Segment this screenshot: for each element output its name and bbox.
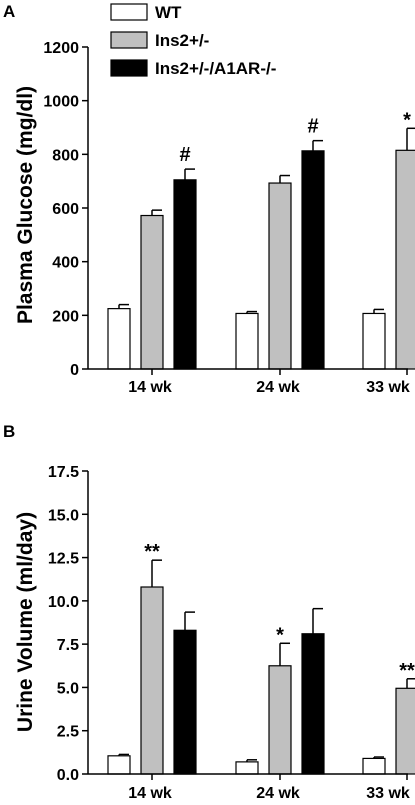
legend-label-ins2plus-minus-a1arminus-minus: Ins2+/-/A1AR-/- <box>155 59 276 78</box>
panel-b-bar-wt-14-wk <box>107 755 131 775</box>
panel-b-y-tick-label: 0.0 <box>57 767 79 784</box>
panel-b-bar-ins2plus-minus-14-wk <box>140 586 164 775</box>
panel-b-bar-ins2plus-minus-a1arminus-minus-24-wk <box>301 633 325 775</box>
panel-b-bar-ins2plus-minus-a1arminus-minus-14-wk <box>173 629 197 775</box>
panel-b-y-axis-title: Urine Volume (ml/day) <box>14 512 37 732</box>
panel-b-category-label-33-wk: 33 wk <box>366 785 410 802</box>
panel-b-y-tick-label: 17.5 <box>48 464 79 481</box>
panel-a-bar-ins2plus-minus-24-wk <box>268 182 292 370</box>
panel-a-bar-ins2plus-minus-a1arminus-minus-14-wk <box>173 179 197 370</box>
panel-b-significance-marker: ** <box>144 541 160 563</box>
panel-a-y-tick-label: 0 <box>70 362 79 379</box>
panel-a-significance-marker: # <box>179 144 190 166</box>
panel-a-y-tick-label: 1200 <box>43 40 79 57</box>
panel-a-y-axis-title: Plasma Glucose (mg/dl) <box>14 86 37 324</box>
panel-b-y-tick-label: 12.5 <box>48 551 79 568</box>
legend-swatch-ins2plus-minus <box>110 31 148 49</box>
panel-b-y-tick-label: 5.0 <box>57 680 79 697</box>
panel-a-significance-marker: # <box>307 116 318 138</box>
panel-a-bar-ins2plus-minus-14-wk <box>140 214 164 370</box>
legend-swatch-ins2plus-minus-a1arminus-minus <box>110 59 148 77</box>
panel-b-bar-ins2plus-minus-33-wk <box>395 687 415 775</box>
panel-a-y-tick-label: 600 <box>52 201 79 218</box>
panel-b-y-tick-label: 10.0 <box>48 594 79 611</box>
panel-b-y-tick-label: 2.5 <box>57 724 79 741</box>
legend-label-wt: WT <box>155 3 182 22</box>
legend-swatch-wt <box>110 3 148 21</box>
panel-b-significance-marker: * <box>276 624 284 646</box>
panel-a-letter: A <box>3 2 15 21</box>
panel-b-significance-marker: ** <box>399 660 415 682</box>
panel-a-category-label-14-wk: 14 wk <box>128 379 172 396</box>
panel-a-y-tick-label: 1000 <box>43 94 79 111</box>
panel-b-bar-ins2plus-minus-24-wk <box>268 665 292 775</box>
panel-a-category-label-33-wk: 33 wk <box>366 379 410 396</box>
panel-a-y-tick-label: 200 <box>52 308 79 325</box>
panel-b-category-label-24-wk: 24 wk <box>256 785 300 802</box>
panel-a-category-label-24-wk: 24 wk <box>256 379 300 396</box>
panel-a-significance-marker: * <box>403 109 411 131</box>
panel-a-chart: A Plasma Glucose (mg/dl) # # * 0 200 400 600 800 1… <box>3 2 415 396</box>
panel-b-y-tick-label: 7.5 <box>57 637 79 654</box>
panel-a-bar-ins2plus-minus-33-wk <box>395 149 415 370</box>
panel-b-category-label-14-wk: 14 wk <box>128 785 172 802</box>
panel-a-y-tick-label: 400 <box>52 255 79 272</box>
panel-a-bar-wt-24-wk <box>235 312 259 370</box>
legend: WT Ins2+/- Ins2+/-/A1AR-/- <box>110 3 276 78</box>
panel-b-y-tick-label: 15.0 <box>48 507 79 524</box>
panel-b-letter: B <box>3 422 15 441</box>
panel-b-bar-wt-24-wk <box>235 761 259 775</box>
panel-b-bar-wt-33-wk <box>362 757 386 775</box>
panel-a-bar-wt-33-wk <box>362 312 386 370</box>
legend-label-ins2plus-minus: Ins2+/- <box>155 31 209 50</box>
panel-a-bar-ins2plus-minus-a1arminus-minus-24-wk <box>301 150 325 370</box>
panel-a-bar-wt-14-wk <box>107 308 131 370</box>
panel-a-y-tick-label: 800 <box>52 147 79 164</box>
